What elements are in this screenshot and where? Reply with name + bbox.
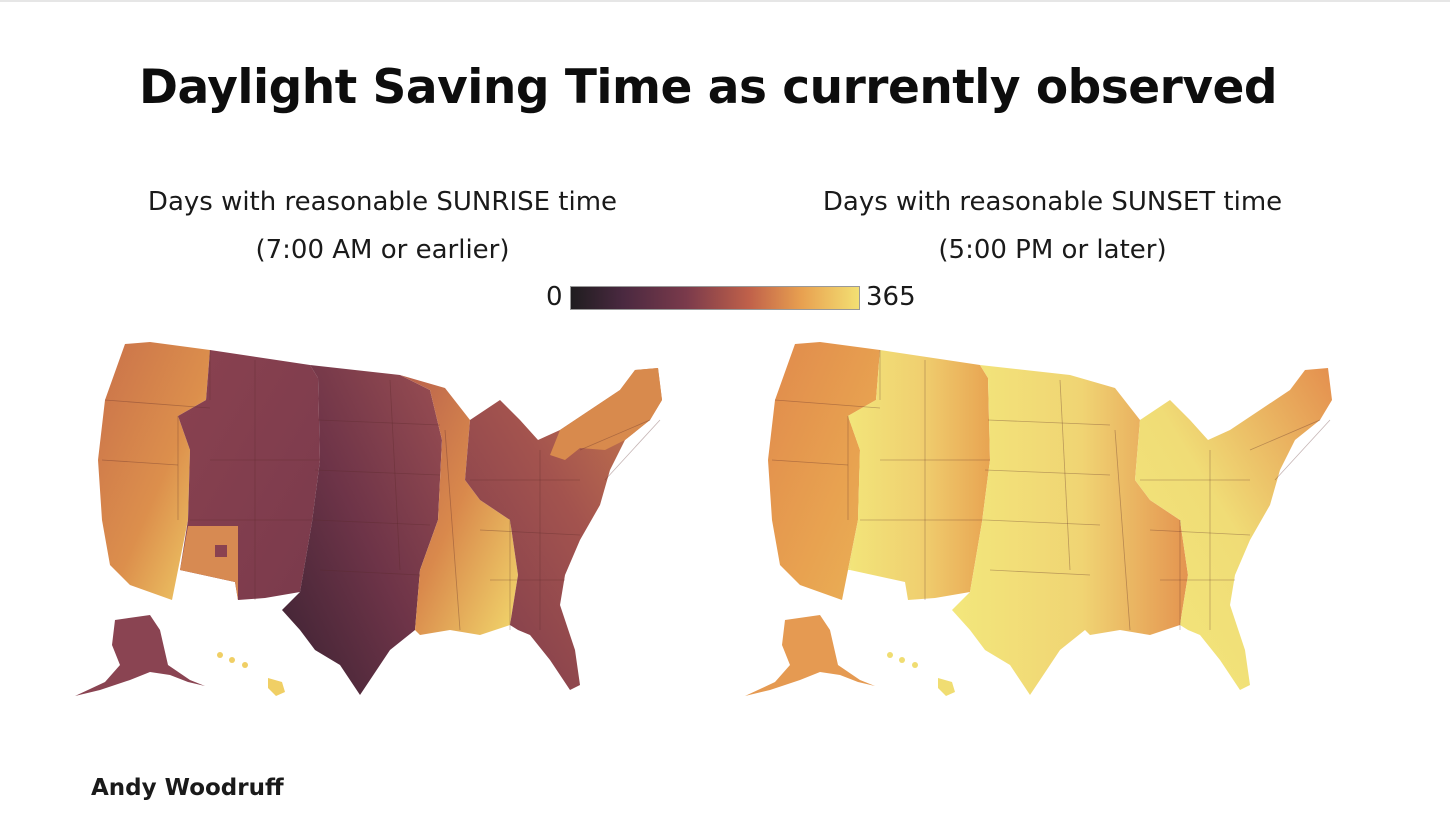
sunrise-title-line2: (7:00 AM or earlier) <box>255 235 510 265</box>
state-borders <box>771 350 1331 631</box>
mountain-zone <box>848 350 990 600</box>
arizona-region <box>180 526 238 600</box>
sunrise-map <box>75 342 662 696</box>
hawaii <box>887 652 955 696</box>
pacific-zone <box>768 342 880 600</box>
sunset-title-line2: (5:00 PM or later) <box>938 235 1167 265</box>
author-credit: Andy Woodruff <box>91 775 284 801</box>
legend-min-label: 0 <box>546 282 563 312</box>
sunset-map <box>745 342 1332 696</box>
sunset-title-line1: Days with reasonable SUNSET time <box>822 187 1283 217</box>
eastern-zone <box>1135 368 1332 690</box>
sunset-map-title: Days with reasonable SUNSET time (5:00 P… <box>775 178 1330 274</box>
hawaii <box>217 652 285 696</box>
legend-color-bar <box>570 286 860 310</box>
legend-max-label: 365 <box>866 282 916 312</box>
state-borders <box>101 350 661 631</box>
central-zone <box>952 365 1188 695</box>
alaska <box>745 615 875 696</box>
sunrise-map-title: Days with reasonable SUNRISE time (7:00 … <box>105 178 660 274</box>
top-divider <box>0 0 1450 2</box>
alaska <box>75 615 205 696</box>
central-zone <box>282 365 442 695</box>
central-zone-east <box>400 375 518 635</box>
eastern-zone <box>465 368 662 690</box>
pacific-zone <box>98 342 210 600</box>
navajo-nation <box>215 545 227 557</box>
northeast-region <box>550 368 662 460</box>
page-title: Daylight Saving Time as currently observ… <box>138 60 1278 115</box>
color-legend: 0 365 <box>520 282 940 312</box>
sunrise-title-line1: Days with reasonable SUNRISE time <box>147 187 618 217</box>
